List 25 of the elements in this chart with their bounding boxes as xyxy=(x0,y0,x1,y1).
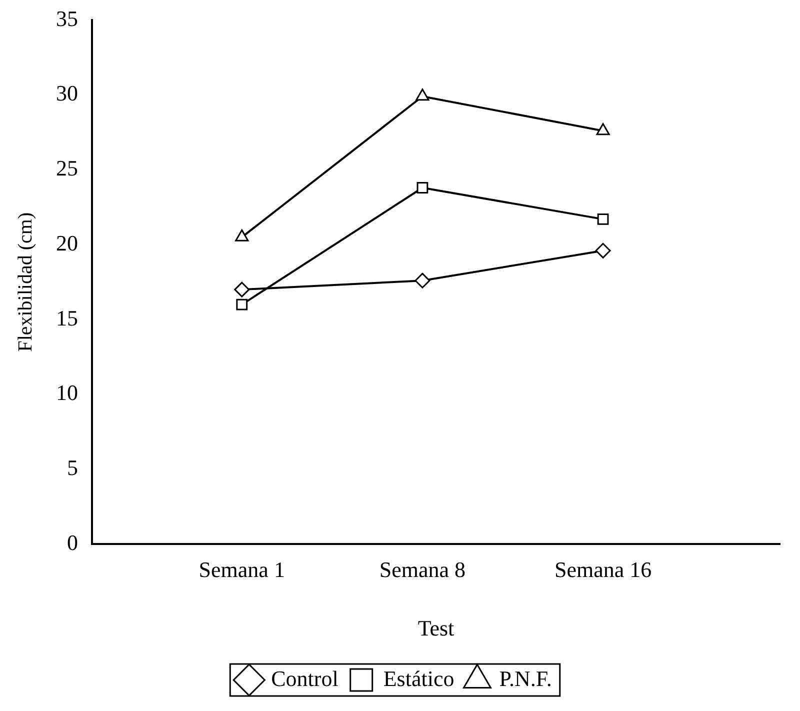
point xyxy=(416,88,430,101)
x-tick-label: Semana 1 xyxy=(198,557,285,582)
y-tick-label: 5 xyxy=(67,455,78,480)
y-tick-label: 20 xyxy=(56,230,78,256)
y-tick-label: 0 xyxy=(67,530,78,555)
y-tick-label: 25 xyxy=(56,156,78,181)
point xyxy=(595,242,611,258)
x-tick-label: Semana 8 xyxy=(379,557,466,582)
point xyxy=(597,213,609,225)
point xyxy=(236,298,248,310)
legend-label: P.N.F. xyxy=(499,666,552,691)
point xyxy=(235,229,249,242)
y-tick-label: 30 xyxy=(56,80,78,106)
y-tick-label: 35 xyxy=(56,6,78,31)
point xyxy=(414,272,430,288)
point xyxy=(234,282,250,298)
legend-label: Control xyxy=(271,666,338,691)
legend-label: Estático xyxy=(383,666,454,691)
point xyxy=(596,123,610,136)
x-tick-label: Semana 16 xyxy=(554,557,652,582)
point xyxy=(416,182,428,194)
y-axis-title: Flexibilidad (cm) xyxy=(14,212,36,352)
x-axis-title: Test xyxy=(418,616,454,641)
y-tick-label: 15 xyxy=(56,305,78,330)
y-tick-label: 10 xyxy=(56,380,78,406)
